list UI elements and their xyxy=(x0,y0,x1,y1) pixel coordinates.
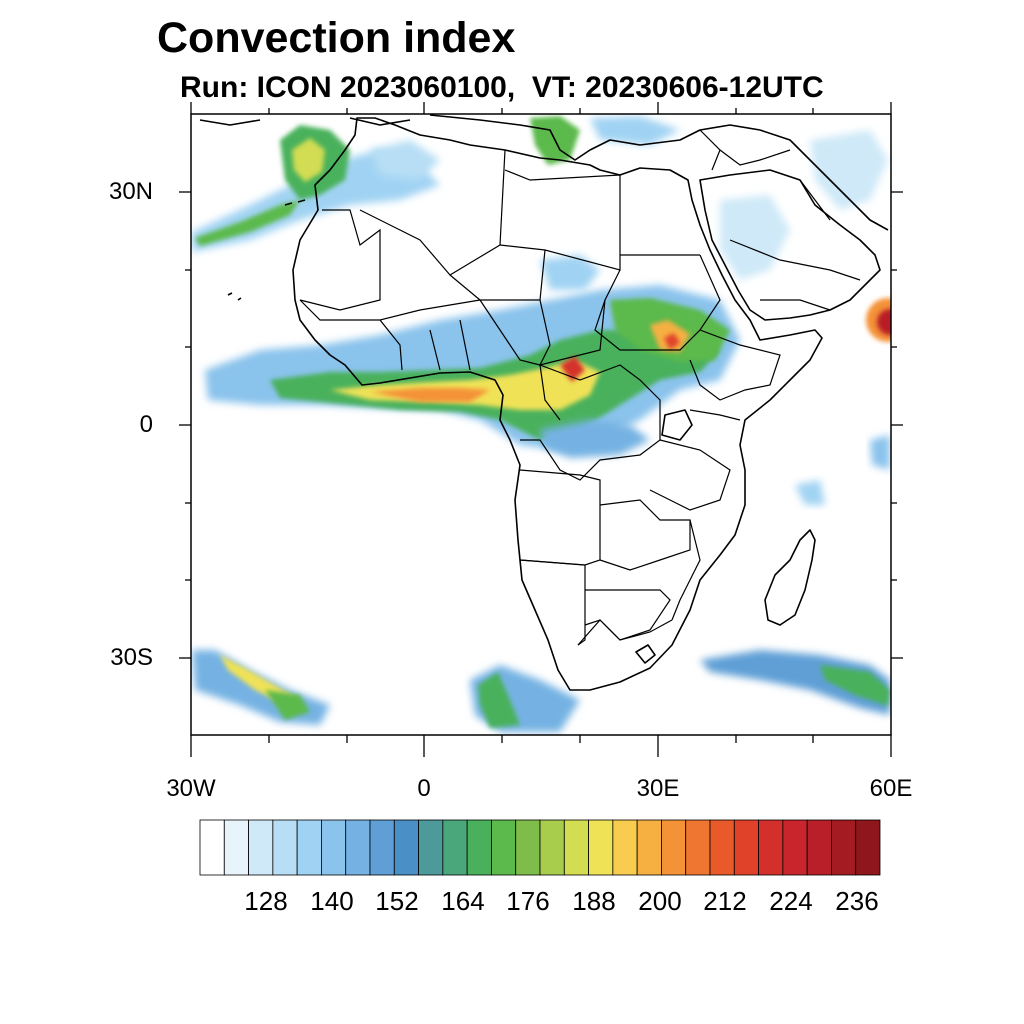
colorbar-swatch xyxy=(418,819,444,876)
colorbar-swatch xyxy=(466,819,492,876)
shade-east-africa-coast xyxy=(870,435,890,470)
colorbar-swatch xyxy=(806,819,832,876)
shade-balkans xyxy=(590,116,680,145)
shade-car-red xyxy=(560,356,585,382)
border-kenya-tanzania xyxy=(649,409,741,511)
colorbar-label: 224 xyxy=(769,886,813,916)
colorbar-swatch xyxy=(248,819,274,876)
colorbar-swatch xyxy=(758,819,784,876)
cape-verde xyxy=(227,292,242,301)
colorbar-swatch xyxy=(515,819,541,876)
border-ethiopia xyxy=(689,329,781,401)
border-arabia xyxy=(729,179,861,311)
colorbar xyxy=(199,819,881,876)
colorbar-swatch xyxy=(612,819,638,876)
colorbar-label: 200 xyxy=(638,886,682,916)
lake-victoria xyxy=(661,409,693,441)
colorbar-swatch xyxy=(393,819,419,876)
colorbar-swatch xyxy=(855,819,881,876)
canary-islands xyxy=(284,199,306,206)
shade-south-atlantic-green xyxy=(265,690,310,720)
colorbar-swatch xyxy=(491,819,517,876)
colorbar-swatch xyxy=(685,819,711,876)
xtick-label-0: 0 xyxy=(417,775,431,802)
colorbar-label: 140 xyxy=(310,886,354,916)
ytick-label-30n: 30N xyxy=(108,178,153,205)
gulf-coastline xyxy=(759,129,889,231)
border-nigeria-cameroon xyxy=(479,299,561,421)
border-libya-egypt xyxy=(499,169,621,271)
colorbar-label: 212 xyxy=(703,886,747,916)
shade-cyclone-core xyxy=(877,309,891,335)
colorbar-swatch xyxy=(296,819,322,876)
xtick-label-30e: 30E xyxy=(636,775,680,802)
shade-niger-blue xyxy=(540,255,600,290)
shade-congo-south xyxy=(540,420,650,458)
border-sudan xyxy=(594,254,721,351)
shade-sudan-red xyxy=(664,333,680,350)
colorbar-swatch xyxy=(272,819,298,876)
colorbar-swatch xyxy=(321,819,347,876)
shade-med xyxy=(370,140,440,180)
colorbar-label: 176 xyxy=(506,886,550,916)
shade-madagascar-east xyxy=(795,480,825,505)
axis-ticks xyxy=(179,102,903,757)
colorbar-swatch xyxy=(442,819,468,876)
border-south-africa xyxy=(577,619,673,646)
shade-itcz-orange xyxy=(370,388,490,402)
border-zambia xyxy=(599,499,691,571)
run-subtitle: Run: ICON 2023060100, VT: 20230606-12UTC xyxy=(180,71,824,104)
colorbar-label: 188 xyxy=(572,886,616,916)
shade-morocco-peak xyxy=(292,138,325,182)
madagascar-coastline xyxy=(764,529,816,626)
colorbar-swatch xyxy=(369,819,395,876)
colorbar-swatch xyxy=(588,819,614,876)
colorbar-label: 128 xyxy=(244,886,288,916)
country-borders xyxy=(299,129,861,646)
colorbar-swatch xyxy=(782,819,808,876)
ytick-label-30s: 30S xyxy=(110,644,153,671)
convection-shading xyxy=(192,116,891,732)
shade-south-indian-band xyxy=(700,650,890,715)
shade-nw-tail xyxy=(195,200,300,246)
colorbar-swatch xyxy=(636,819,662,876)
colorbar-swatch xyxy=(199,819,225,876)
shade-saudi-speckle xyxy=(720,195,790,280)
map-plot-area xyxy=(192,114,891,732)
border-mauritania-mali xyxy=(299,209,381,311)
shade-south-indian-green xyxy=(820,665,890,706)
colorbar-swatch xyxy=(733,819,759,876)
colorbar-swatch xyxy=(831,819,857,876)
border-west-africa xyxy=(299,299,481,371)
africa-coastline xyxy=(292,117,823,691)
colorbar-swatch xyxy=(345,819,371,876)
border-drc-angola xyxy=(519,469,601,566)
border-car-congo xyxy=(520,364,661,481)
colorbar-swatch xyxy=(709,819,735,876)
colorbar-label: 236 xyxy=(835,886,879,916)
border-mozambique xyxy=(671,519,701,621)
colorbar-swatch xyxy=(539,819,565,876)
colorbar-swatch xyxy=(223,819,249,876)
shade-iran-speckle xyxy=(810,130,888,210)
chart-title: Convection index xyxy=(157,14,516,62)
xtick-label-60e: 60E xyxy=(869,775,913,802)
colorbar-swatch xyxy=(661,819,687,876)
lesotho xyxy=(635,644,656,664)
colorbar-swatch xyxy=(563,819,589,876)
colorbar-label: 152 xyxy=(375,886,419,916)
colorbar-label: 164 xyxy=(441,886,485,916)
shade-cape-green xyxy=(478,672,520,728)
arabia-coastline xyxy=(699,169,881,321)
xtick-label-30w: 30W xyxy=(166,775,216,802)
border-middle-east xyxy=(699,129,791,171)
ytick-label-0: 0 xyxy=(139,411,153,438)
